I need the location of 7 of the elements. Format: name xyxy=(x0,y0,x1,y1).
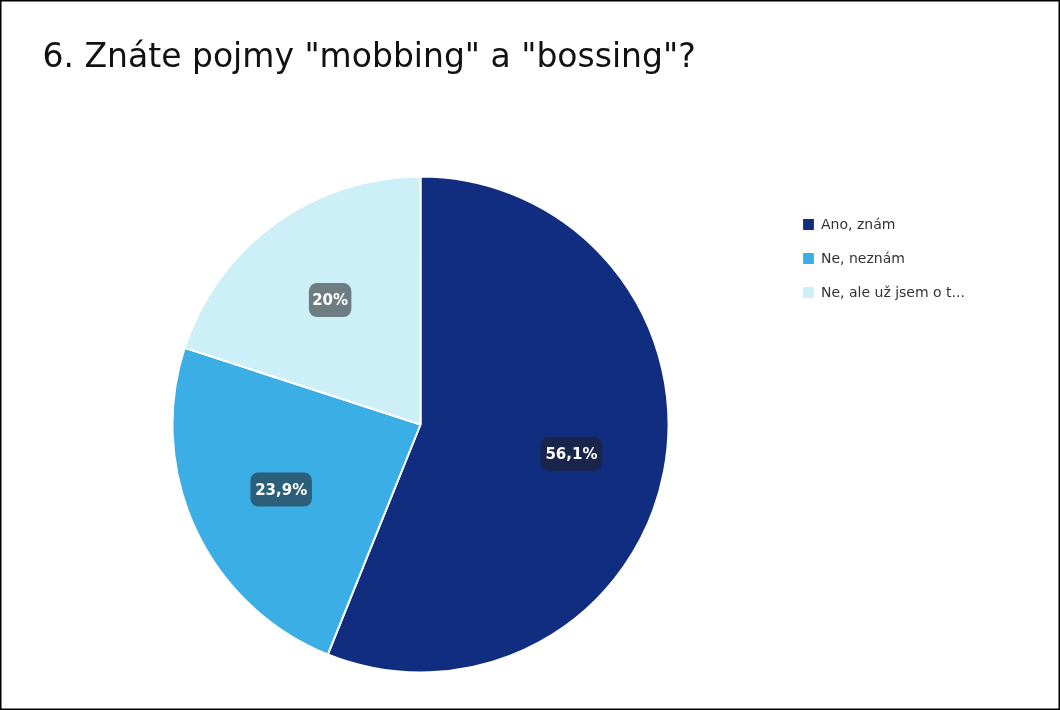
legend-label: Ne, neznám xyxy=(821,250,905,266)
data-label: 20% xyxy=(312,291,349,310)
legend-label: Ano, znám xyxy=(821,216,896,232)
legend-label: Ne, ale už jsem o t... xyxy=(821,284,965,300)
chart-title: 6. Znáte pojmy "mobbing" a "bossing"? xyxy=(42,36,696,75)
data-label: 23,9% xyxy=(255,480,308,499)
data-label: 56,1% xyxy=(545,444,598,463)
